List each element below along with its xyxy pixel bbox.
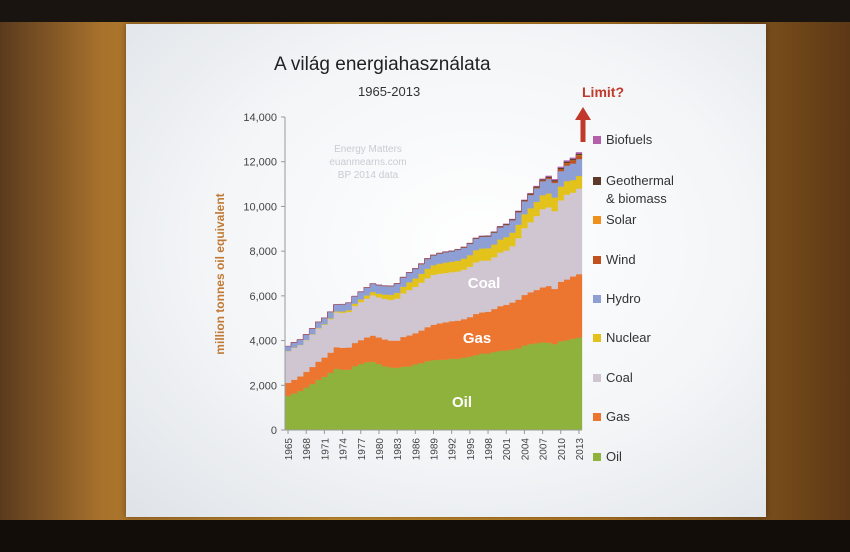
limit-arrow-head — [575, 107, 591, 120]
y-tick-label: 4,000 — [249, 336, 277, 348]
x-tick-label: 2010 — [557, 438, 568, 461]
x-tick-label: 1995 — [466, 438, 477, 461]
series-area-biofuels — [285, 152, 583, 347]
x-tick-label: 1983 — [393, 438, 404, 461]
legend-swatch-geothermal-biomass — [593, 177, 601, 185]
x-tick-label: 2013 — [575, 438, 586, 461]
x-tick-label: 1968 — [302, 438, 313, 461]
x-tick-label: 1971 — [320, 438, 331, 461]
watermark-line: euanmearns.com — [329, 157, 406, 168]
area-label-gas: Gas — [463, 330, 491, 347]
x-tick-label: 1965 — [284, 438, 295, 461]
legend-label: Hydro — [606, 291, 641, 306]
x-tick-label: 2001 — [502, 438, 513, 461]
room-bottom-band — [0, 520, 850, 552]
x-tick-label: 1992 — [448, 438, 459, 461]
legend-swatch-biofuels — [593, 136, 601, 144]
legend-swatch-gas — [593, 413, 601, 421]
legend-label: Biofuels — [606, 132, 653, 147]
legend-swatch-hydro — [593, 295, 601, 303]
x-tick-label: 1974 — [339, 438, 350, 461]
legend-label: Oil — [606, 449, 622, 464]
legend-label: & biomass — [606, 191, 667, 206]
y-tick-label: 12,000 — [243, 157, 277, 169]
legend-swatch-coal — [593, 374, 601, 382]
watermark-line: Energy Matters — [334, 144, 402, 155]
y-tick-label: 0 — [271, 425, 277, 437]
legend-swatch-nuclear — [593, 334, 601, 342]
slide-title: A világ energiahasználata — [274, 54, 491, 75]
legend-label: Wind — [606, 252, 636, 267]
legend-label: Gas — [606, 409, 630, 424]
area-label-oil: Oil — [452, 394, 472, 411]
y-axis-label: million tonnes oil equivalent — [213, 193, 227, 354]
y-tick-label: 14,000 — [243, 112, 277, 124]
x-tick-label: 1986 — [411, 438, 422, 461]
legend-label: Nuclear — [606, 330, 651, 345]
y-tick-label: 8,000 — [249, 246, 277, 258]
projection-screen: A világ energiahasználata 1965-2013 Limi… — [126, 24, 766, 517]
y-tick-label: 2,000 — [249, 380, 277, 392]
y-tick-label: 10,000 — [243, 201, 277, 213]
x-tick-label: 1980 — [375, 438, 386, 461]
legend-swatch-solar — [593, 216, 601, 224]
slide-subtitle: 1965-2013 — [358, 84, 421, 99]
watermark-line: BP 2014 data — [338, 170, 399, 181]
limit-label: Limit? — [582, 84, 624, 100]
area-label-coal: Coal — [468, 275, 501, 292]
legend-swatch-oil — [593, 453, 601, 461]
x-tick-label: 2007 — [539, 438, 550, 461]
legend-swatch-wind — [593, 256, 601, 264]
y-tick-label: 6,000 — [249, 291, 277, 303]
legend-label: Geothermal — [606, 173, 674, 188]
legend-label: Solar — [606, 212, 637, 227]
x-tick-label: 2004 — [520, 438, 531, 461]
energy-stacked-area-chart: Energy Matters euanmearns.com BP 2014 data… — [213, 107, 674, 464]
room-top-band — [0, 0, 850, 22]
x-tick-label: 1998 — [484, 438, 495, 461]
x-tick-label: 1977 — [357, 438, 368, 461]
x-tick-label: 1989 — [430, 438, 441, 461]
legend-label: Coal — [606, 370, 633, 385]
